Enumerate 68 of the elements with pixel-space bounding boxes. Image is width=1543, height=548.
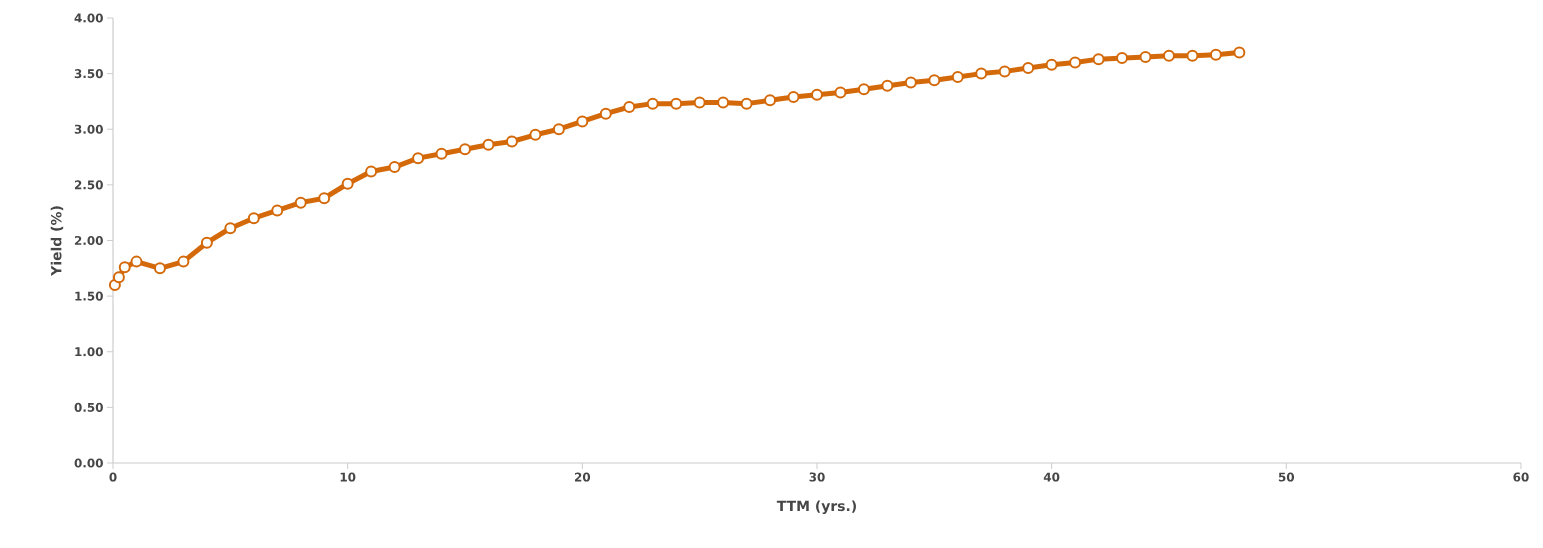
- y-tick-label: 1.00: [75, 347, 103, 357]
- point: [787, 90, 800, 103]
- point: [764, 94, 777, 107]
- point: [318, 192, 331, 205]
- point: [112, 271, 125, 284]
- point: [975, 67, 988, 80]
- point: [1162, 49, 1175, 62]
- x-tick-label: 30: [809, 472, 825, 482]
- x-tick-label: 50: [1278, 472, 1295, 482]
- y-tick-label: 0.00: [74, 458, 103, 468]
- point: [294, 196, 307, 209]
- point: [412, 152, 425, 165]
- point: [224, 222, 237, 235]
- y-tick-label: 2.50: [74, 180, 103, 190]
- x-tick-label: 10: [340, 472, 356, 482]
- point: [247, 212, 260, 225]
- point: [599, 107, 612, 120]
- point: [951, 70, 964, 83]
- point: [435, 147, 448, 160]
- point: [998, 65, 1011, 78]
- point: [1045, 58, 1058, 71]
- y-tick-label: 3.50: [74, 69, 103, 79]
- point: [1209, 48, 1222, 61]
- point: [717, 96, 730, 109]
- point: [857, 83, 870, 96]
- point: [200, 236, 213, 249]
- point: [1069, 56, 1082, 69]
- y-tick-label: 2.00: [74, 235, 103, 246]
- point: [1092, 53, 1105, 66]
- point: [118, 261, 131, 274]
- x-tick-label: 20: [574, 472, 591, 482]
- point: [482, 138, 495, 151]
- point: [1233, 46, 1246, 59]
- x-tick-label: 40: [1043, 472, 1060, 482]
- point: [552, 123, 565, 136]
- y-tick-label: 0.50: [74, 402, 103, 412]
- point: [693, 96, 706, 109]
- point: [365, 165, 378, 178]
- point: [1139, 50, 1152, 63]
- point: [130, 255, 143, 268]
- point: [341, 177, 354, 190]
- x-tick-label: 60: [1513, 472, 1529, 482]
- point: [177, 255, 190, 268]
- y-axis-title: Yield (%): [50, 206, 64, 276]
- y-tick-label: 3.00: [74, 124, 103, 134]
- point: [810, 88, 823, 101]
- point: [271, 204, 284, 217]
- y-tick-label: 1.50: [75, 291, 103, 301]
- point: [529, 128, 542, 141]
- point: [623, 100, 636, 113]
- y-tick-label: 4.00: [74, 13, 103, 23]
- point: [670, 97, 683, 110]
- point: [459, 143, 471, 156]
- point: [881, 79, 894, 92]
- point: [1186, 49, 1199, 62]
- point: [834, 86, 847, 99]
- point: [1116, 52, 1129, 65]
- point: [904, 76, 917, 89]
- point: [1022, 62, 1035, 75]
- point: [646, 97, 659, 110]
- x-axis-title: TTM (yrs.): [776, 500, 856, 514]
- point: [505, 135, 518, 148]
- point: [928, 74, 941, 87]
- point: [740, 97, 753, 110]
- point: [388, 161, 401, 174]
- x-tick-label: 0: [109, 472, 117, 482]
- point: [153, 262, 166, 275]
- point: [576, 115, 589, 128]
